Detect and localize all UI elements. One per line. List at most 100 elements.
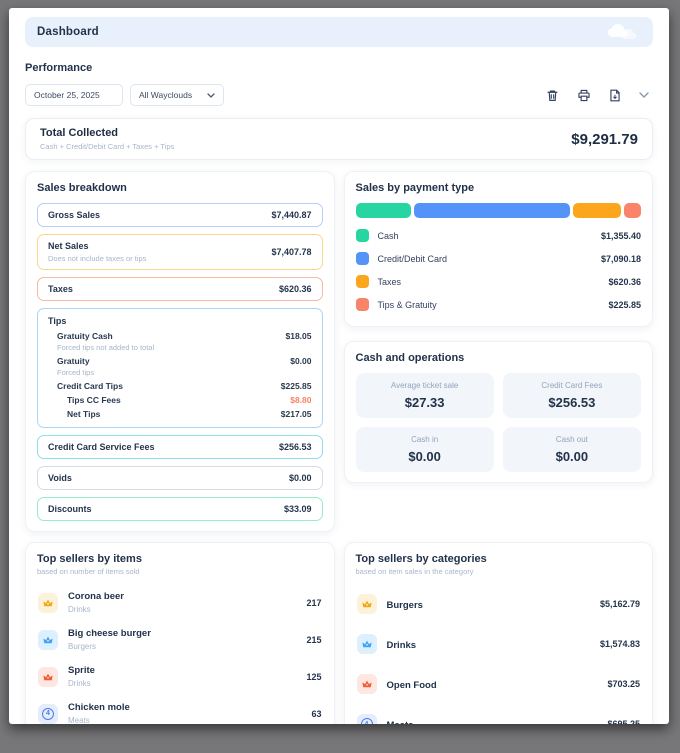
bar-segment-card	[413, 203, 571, 218]
item-count: 125	[306, 671, 322, 682]
category-row-4: 4 Meats $695.25	[356, 704, 642, 724]
total-collected-card: Total Collected Cash + Credit/Debit Card…	[25, 118, 653, 160]
row-amount: $0.00	[290, 356, 312, 366]
row-label: Discounts	[48, 504, 92, 514]
date-input[interactable]: October 25, 2025	[25, 84, 123, 106]
actions-toolbar	[546, 89, 653, 102]
rank-4-number-icon: 4	[38, 703, 58, 724]
rank-3-crown-icon	[38, 666, 58, 687]
row-amount: $225.85	[280, 381, 312, 391]
sales-breakdown-card: Sales breakdown Gross Sales $7,440.87 Ne…	[25, 171, 335, 532]
row-label: Credit Card Tips	[57, 381, 123, 391]
row-amount: $0.00	[288, 473, 312, 483]
stat-cash-out: Cash out $0.00	[502, 427, 641, 472]
rank-2-crown-icon	[38, 629, 58, 650]
print-button[interactable]	[577, 89, 591, 102]
category-row-3: Open Food $703.25	[356, 664, 642, 704]
top-items-subtitle: based on number of items sold	[37, 567, 140, 576]
export-button[interactable]	[609, 89, 621, 102]
category-row-1: Burgers $5,162.79	[356, 584, 642, 624]
top-categories-subtitle: based on item sales in the category	[355, 567, 474, 576]
legend-row-card: Credit/Debit Card $7,090.18	[355, 247, 641, 270]
section-title-performance: Performance	[25, 62, 93, 74]
rank-4-number-icon: 4	[356, 714, 377, 724]
breakdown-row-voids: Voids $0.00	[37, 466, 323, 490]
row-note: Does not include taxes or tips	[48, 254, 147, 263]
row-amount: $620.36	[278, 284, 312, 294]
dashboard-page: Dashboard Performance October 25, 2025 A…	[9, 8, 669, 724]
row-amount: $7,440.87	[271, 210, 312, 220]
right-column: Sales by payment type Cash $1,355.40	[343, 171, 653, 483]
tips-row-net-tips: Net Tips $217.05	[48, 409, 312, 419]
item-row-2: Big cheese burger Burgers 215	[37, 621, 323, 658]
stat-value: $0.00	[555, 449, 589, 464]
legend-label: Credit/Debit Card	[377, 253, 448, 264]
stat-label: Cash in	[411, 435, 439, 444]
tips-row-credit-card-tips: Credit Card Tips $225.85	[48, 381, 312, 391]
legend-amount: $225.85	[608, 299, 641, 310]
export-document-icon	[610, 89, 620, 101]
item-category: Burgers	[68, 642, 97, 651]
legend-swatch	[355, 275, 369, 288]
legend-label: Tips & Gratuity	[377, 299, 437, 310]
rank-3-crown-icon	[356, 674, 377, 694]
location-select-value: All Wayclouds	[139, 90, 193, 100]
row-amount: $256.53	[278, 442, 312, 452]
cash-operations-title: Cash and operations	[355, 352, 465, 364]
printer-icon	[578, 89, 590, 101]
bar-segment-cash	[355, 203, 411, 218]
total-collected-amount: $9,291.79	[571, 130, 638, 148]
row-note: Forced tips	[57, 368, 95, 377]
trash-button[interactable]	[546, 89, 559, 102]
stat-value: $0.00	[408, 449, 441, 464]
category-amount: $1,574.83	[599, 639, 640, 649]
row-label: Credit Card Service Fees	[48, 442, 155, 452]
item-name: Sprite	[68, 665, 95, 676]
row-label: Net Tips	[67, 409, 101, 419]
category-name: Burgers	[386, 600, 423, 611]
bar-segment-taxes	[573, 203, 622, 218]
row-note: Forced tips not added to total	[57, 343, 155, 352]
item-category: Meats	[68, 716, 90, 724]
payment-type-card: Sales by payment type Cash $1,355.40	[343, 171, 653, 327]
item-row-1: Corona beer Drinks 217	[37, 584, 323, 621]
legend-amount: $7,090.18	[600, 253, 641, 264]
legend-swatch	[355, 229, 369, 242]
row-label: Net Sales	[48, 241, 89, 251]
rank-2-crown-icon	[356, 634, 377, 654]
legend-label: Taxes	[377, 276, 402, 287]
stat-cc-fees: Credit Card Fees $256.53	[502, 373, 641, 418]
row-amount: $7,407.78	[271, 247, 312, 257]
location-select[interactable]: All Wayclouds	[130, 84, 224, 106]
row-label: Voids	[48, 473, 72, 483]
item-category: Drinks	[68, 679, 91, 688]
legend-row-cash: Cash $1,355.40	[355, 224, 641, 247]
category-name: Drinks	[386, 640, 417, 651]
stat-average-ticket: Average ticket sale $27.33	[355, 373, 494, 418]
row-label: Gratuity Cash	[57, 331, 113, 341]
collapse-button[interactable]	[639, 92, 649, 98]
legend-amount: $620.36	[608, 276, 641, 287]
category-amount: $5,162.79	[599, 599, 640, 609]
item-category: Drinks	[68, 605, 91, 614]
breakdown-row-taxes: Taxes $620.36	[37, 277, 323, 301]
item-count: 215	[306, 634, 322, 645]
legend-swatch	[355, 298, 369, 311]
filters-row: October 25, 2025 All Wayclouds	[25, 84, 653, 106]
row-label: Gratuity	[57, 356, 90, 366]
breakdown-row-discounts: Discounts $33.09	[37, 497, 323, 521]
legend-row-tips: Tips & Gratuity $225.85	[355, 293, 641, 316]
row-amount: $8.80	[290, 395, 312, 405]
breakdown-row-cc-service-fees: Credit Card Service Fees $256.53	[37, 435, 323, 459]
item-row-3: Sprite Drinks 125	[37, 658, 323, 695]
stat-label: Credit Card Fees	[541, 381, 603, 390]
legend-swatch	[355, 252, 369, 265]
stats-grid: Average ticket sale $27.33 Credit Card F…	[355, 373, 641, 472]
rank-1-crown-icon	[38, 592, 58, 613]
category-name: Open Food	[386, 680, 437, 691]
item-count: 217	[306, 597, 322, 608]
top-items-title: Top sellers by items	[37, 553, 142, 565]
sales-breakdown-title: Sales breakdown	[37, 182, 127, 194]
cloud-logo-icon	[603, 21, 641, 43]
legend-row-taxes: Taxes $620.36	[355, 270, 641, 293]
